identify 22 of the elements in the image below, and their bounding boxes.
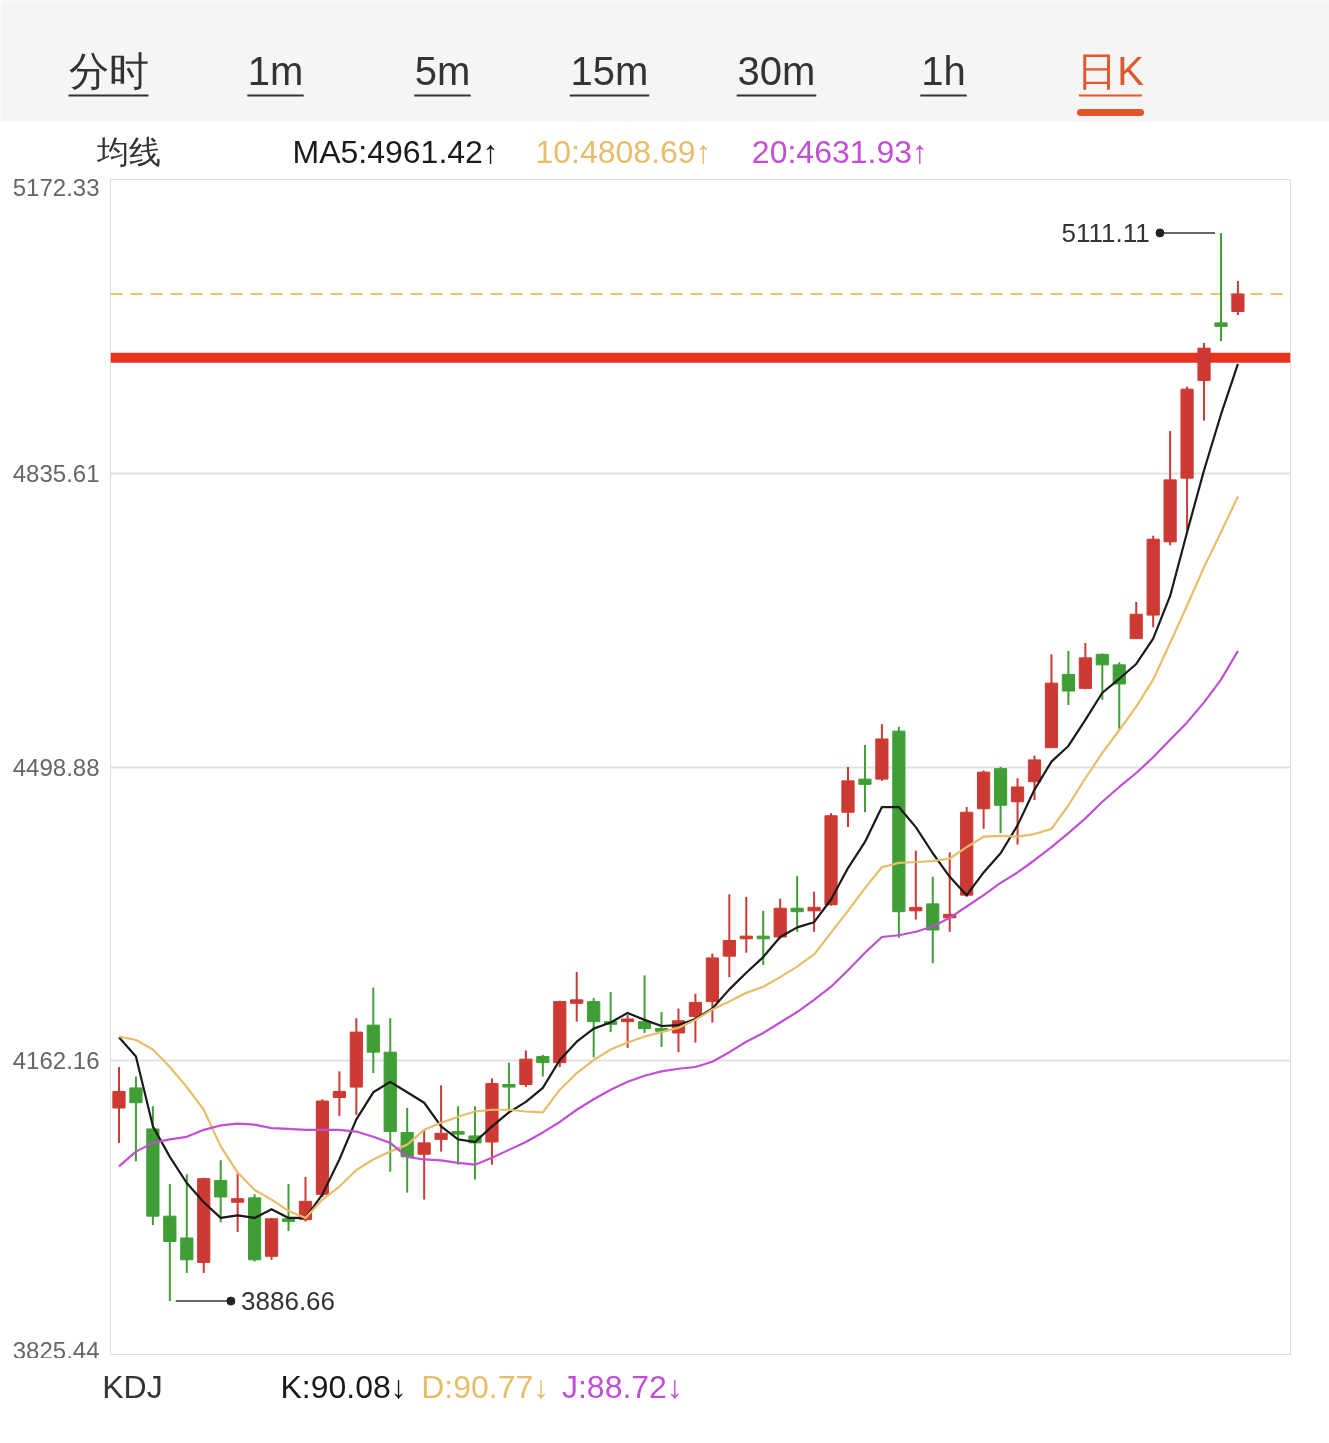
y-tick-label: 5172.33	[12, 173, 100, 201]
text: 1h	[921, 48, 966, 93]
y-tick-label: 3825.44	[12, 1336, 100, 1364]
y-tick-label: 4498.88	[12, 753, 100, 781]
text: J:88.72↓	[561, 1368, 683, 1405]
text: KDJ	[102, 1368, 163, 1405]
text: 15m	[570, 48, 649, 93]
text: D:90.77↓	[421, 1368, 550, 1405]
text: MA5:4961.42↑	[292, 133, 499, 170]
text: 日K	[1077, 48, 1145, 93]
text: 分时	[68, 48, 149, 93]
text: 均线	[95, 133, 161, 170]
annotation: 3886.66	[241, 1286, 336, 1317]
annotation: 5111.11	[1061, 217, 1150, 248]
y-tick-label: 4835.61	[12, 459, 100, 487]
y-tick-label: 4162.16	[12, 1047, 100, 1075]
text: 20:4631.93↑	[751, 133, 929, 170]
text: 10:4808.69↑	[535, 133, 712, 170]
text: 30m	[737, 48, 816, 93]
text: 5m	[414, 48, 471, 93]
text: K:90.08↓	[280, 1368, 407, 1405]
text: 1m	[247, 48, 304, 93]
